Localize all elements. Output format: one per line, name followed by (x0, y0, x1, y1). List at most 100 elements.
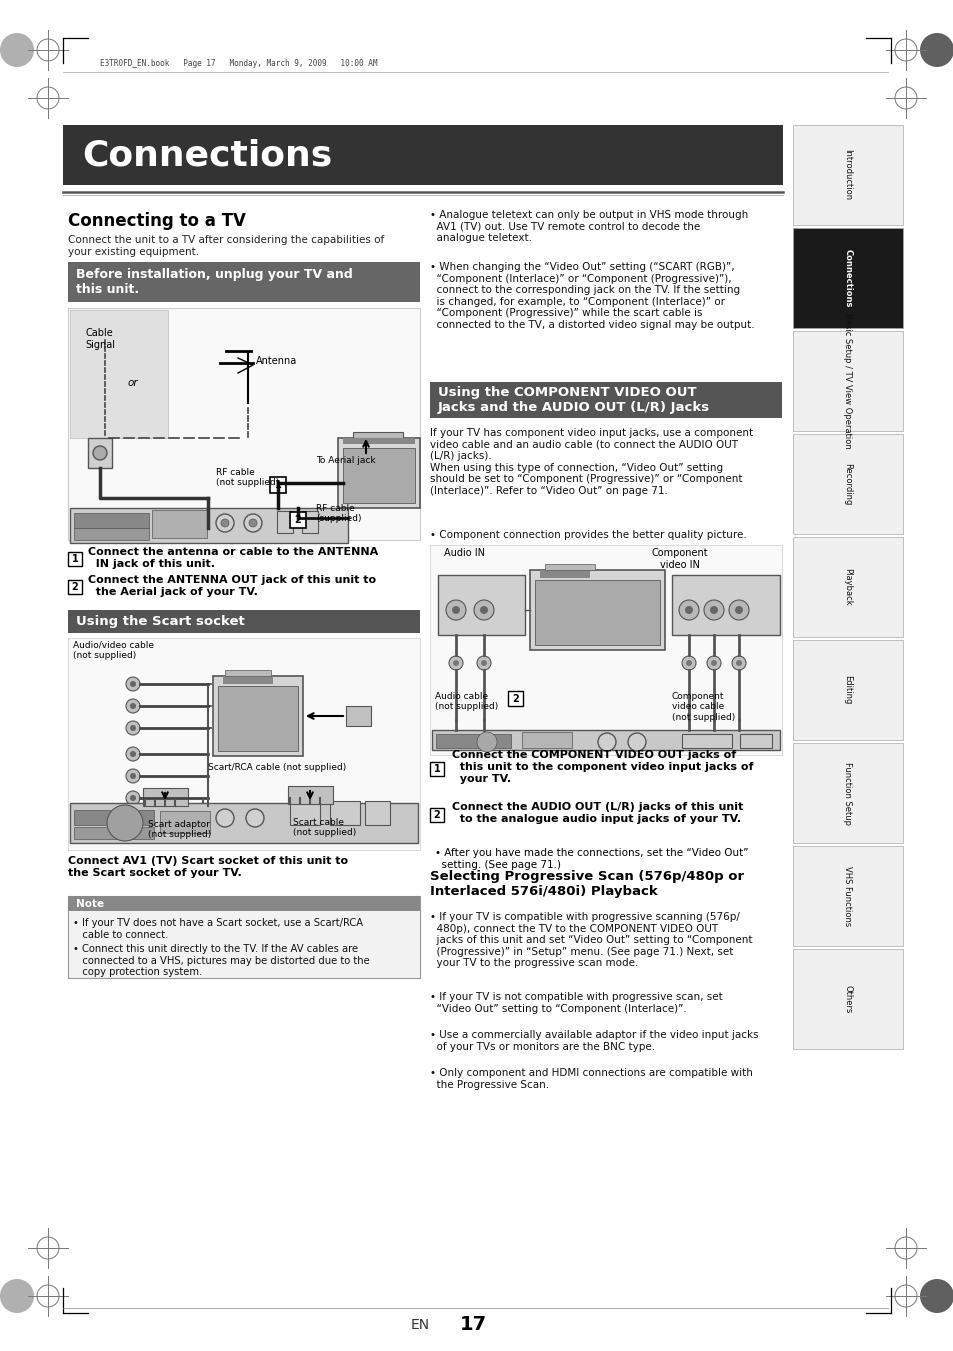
Text: E3TR0FD_EN.book   Page 17   Monday, March 9, 2009   10:00 AM: E3TR0FD_EN.book Page 17 Monday, March 9,… (100, 58, 377, 68)
Bar (432, 730, 780, 750)
Circle shape (130, 703, 136, 709)
Circle shape (130, 751, 136, 757)
Bar (74, 513, 149, 528)
Text: • Analogue teletext can only be output in VHS mode through
  AV1 (TV) out. Use T: • Analogue teletext can only be output i… (430, 209, 747, 243)
Bar (290, 512, 306, 528)
Bar (507, 690, 522, 707)
Text: • Only component and HDMI connections are compatible with
  the Progressive Scan: • Only component and HDMI connections ar… (430, 1069, 752, 1090)
Text: Before installation, unplug your TV and
this unit.: Before installation, unplug your TV and … (76, 267, 353, 296)
Circle shape (679, 600, 699, 620)
Circle shape (126, 790, 140, 805)
Circle shape (731, 657, 745, 670)
Bar (70, 309, 168, 438)
Text: Scart cable
(not supplied): Scart cable (not supplied) (293, 817, 355, 838)
Text: • Component connection provides the better quality picture.: • Component connection provides the bett… (430, 530, 746, 540)
Bar (213, 676, 303, 757)
Circle shape (728, 600, 748, 620)
Bar (68, 580, 82, 594)
Bar (74, 528, 149, 540)
Bar (68, 896, 419, 978)
Text: Audio cable
(not supplied): Audio cable (not supplied) (435, 692, 497, 712)
Circle shape (453, 661, 458, 666)
Bar (68, 896, 419, 911)
Bar (430, 382, 781, 417)
Text: Scart/RCA cable (not supplied): Scart/RCA cable (not supplied) (208, 763, 346, 773)
Text: Connections: Connections (842, 249, 852, 307)
Bar (535, 580, 659, 644)
Bar (270, 477, 286, 493)
Text: RF cable
(supplied): RF cable (supplied) (315, 504, 361, 523)
Bar (437, 576, 524, 635)
Bar (276, 511, 293, 534)
Circle shape (681, 657, 696, 670)
Circle shape (126, 677, 140, 690)
Bar (792, 126, 902, 226)
Circle shape (452, 607, 459, 613)
Circle shape (627, 734, 645, 751)
Bar (792, 228, 902, 328)
Bar (68, 553, 82, 566)
Text: • If your TV does not have a Scart socket, use a Scart/RCA
   cable to connect.: • If your TV does not have a Scart socke… (73, 917, 363, 939)
Text: 2: 2 (512, 693, 518, 704)
Circle shape (598, 734, 616, 751)
Bar (521, 732, 572, 748)
Bar (68, 262, 419, 303)
Bar (225, 670, 271, 676)
Text: 17: 17 (459, 1316, 487, 1335)
Circle shape (449, 657, 462, 670)
Text: • If your TV is compatible with progressive scanning (576p/
  480p), connect the: • If your TV is compatible with progress… (430, 912, 752, 969)
Circle shape (107, 805, 143, 842)
Circle shape (246, 809, 264, 827)
Text: Connect the ANTENNA OUT jack of this unit to
  the Aerial jack of your TV.: Connect the ANTENNA OUT jack of this uni… (88, 576, 375, 597)
Text: • Use a commercially available adaptor if the video input jacks
  of your TVs or: • Use a commercially available adaptor i… (430, 1029, 758, 1051)
Circle shape (919, 1279, 953, 1313)
Bar (68, 611, 419, 634)
Text: 2: 2 (434, 811, 440, 820)
Circle shape (706, 657, 720, 670)
Text: Connecting to a TV: Connecting to a TV (68, 212, 246, 230)
Circle shape (92, 446, 107, 459)
Bar (223, 676, 273, 684)
Bar (539, 570, 589, 578)
Circle shape (130, 773, 136, 780)
Text: Connect the antenna or cable to the ANTENNA
  IN jack of this unit.: Connect the antenna or cable to the ANTE… (88, 547, 377, 569)
Bar (792, 434, 902, 534)
Circle shape (735, 661, 741, 666)
Text: • If your TV is not compatible with progressive scan, set
  “Video Out” setting : • If your TV is not compatible with prog… (430, 992, 722, 1013)
Bar (88, 438, 112, 467)
Bar (160, 811, 210, 834)
Text: Component
video IN: Component video IN (651, 549, 707, 570)
Circle shape (476, 732, 497, 753)
Bar (70, 802, 417, 843)
Text: VHS Functions: VHS Functions (842, 866, 852, 927)
Text: 1: 1 (274, 480, 281, 490)
Text: EN: EN (411, 1319, 430, 1332)
Text: Editing: Editing (842, 676, 852, 705)
Bar (218, 686, 297, 751)
Circle shape (0, 32, 34, 68)
Text: If your TV has component video input jacks, use a component
video cable and an a: If your TV has component video input jac… (430, 428, 752, 496)
Text: or: or (128, 378, 138, 388)
Bar (436, 734, 511, 748)
Circle shape (221, 519, 229, 527)
Text: Connect AV1 (TV) Scart socket of this unit to
the Scart socket of your TV.: Connect AV1 (TV) Scart socket of this un… (68, 857, 348, 878)
Circle shape (685, 661, 691, 666)
Text: Function Setup: Function Setup (842, 762, 852, 824)
Bar (681, 734, 731, 748)
Text: Antenna: Antenna (255, 357, 297, 366)
Circle shape (126, 698, 140, 713)
Bar (544, 563, 595, 570)
Text: Audio IN: Audio IN (444, 549, 485, 558)
Text: Connections: Connections (82, 138, 332, 172)
Text: • When changing the “Video Out” setting (“SCART (RGB)”,
  “Component (Interlace): • When changing the “Video Out” setting … (430, 262, 754, 330)
Bar (70, 508, 348, 543)
Text: Playback: Playback (842, 569, 852, 605)
Text: Scart adaptor
(not supplied): Scart adaptor (not supplied) (148, 820, 211, 839)
Bar (430, 544, 781, 755)
Text: Introduction: Introduction (842, 150, 852, 200)
Circle shape (474, 600, 494, 620)
Bar (792, 743, 902, 843)
Bar (353, 432, 402, 438)
Bar (346, 707, 371, 725)
Text: Connect the AUDIO OUT (L/R) jacks of this unit
  to the analogue audio input jac: Connect the AUDIO OUT (L/R) jacks of thi… (452, 802, 742, 824)
